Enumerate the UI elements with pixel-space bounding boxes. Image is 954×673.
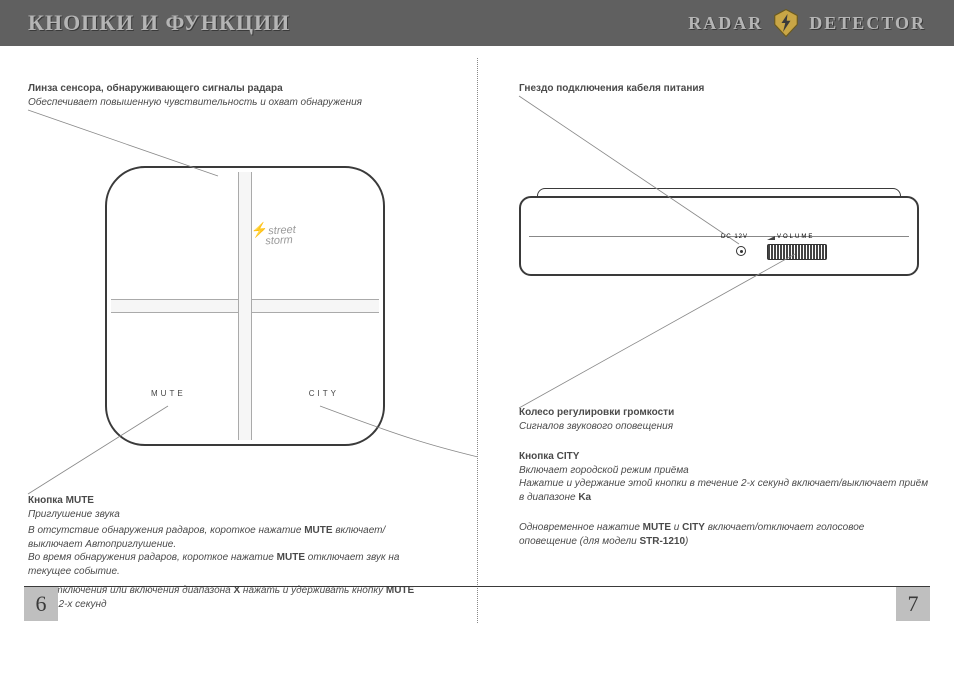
combo-note: Одновременное нажатие MUTE и CITY включа… [519,521,919,548]
mute-callout: Кнопка MUTE Приглушение звука В отсутств… [28,494,428,611]
volume-triangle-icon [767,236,775,240]
city-button-label: CITY [309,389,339,398]
mute-button-label: MUTE [151,389,186,398]
mute-sub: Приглушение звука [28,508,428,522]
dc-label: DC 12V [721,234,748,240]
dc-port-icon [736,246,746,256]
device-cross-v [238,172,252,440]
city-desc1: Включает городской режим приёма [519,464,929,478]
sensor-callout: Линза сенсора, обнаруживающего сигналы р… [28,82,408,109]
power-callout: Гнездо подключения кабеля питания [519,82,899,96]
sensor-desc: Обеспечивает повышенную чувствительность… [28,96,408,110]
mute-p2: Во время обнаружения радаров, короткое н… [28,551,428,578]
volume-wheel-icon [767,244,827,260]
header-bar: КНОПКИ И ФУНКЦИИ RADAR DETECTOR [0,0,954,46]
page-number-left: 6 [24,587,58,621]
volume-title: Колесо регулировки громкости [519,406,919,420]
volume-label: VOLUME [777,234,814,240]
mute-p1: В отсутствие обнаружения радаров, коротк… [28,524,428,551]
brand-word-right: DETECTOR [809,13,926,34]
brand-word-left: RADAR [688,13,763,34]
lightning-shield-icon [771,8,801,38]
device-side-line [529,236,909,237]
content: Линза сенсора, обнаруживающего сигналы р… [0,46,954,631]
page-title: КНОПКИ И ФУНКЦИИ [28,10,290,36]
mute-title: Кнопка MUTE [28,494,428,508]
city-desc2: Нажатие и удержание этой кнопки в течени… [519,477,929,504]
device-side-body: DC 12V VOLUME [519,196,919,276]
volume-desc: Сигналов звукового оповещения [519,420,919,434]
right-page: Гнездо подключения кабеля питания DC 12V… [477,46,954,631]
brand: RADAR DETECTOR [688,8,926,38]
mute-p3: Для отключения или включения диапазона X… [28,584,428,611]
city-title: Кнопка CITY [519,450,929,464]
page-number-right: 7 [896,587,930,621]
sensor-title: Линза сенсора, обнаруживающего сигналы р… [28,82,408,96]
device-top-view: ⚡street storm MUTE CITY [105,166,385,446]
device-top-body: ⚡street storm MUTE CITY [105,166,385,446]
volume-callout: Колесо регулировки громкости Сигналов зв… [519,406,919,433]
city-callout: Кнопка CITY Включает городской режим при… [519,450,929,504]
device-logo: ⚡street storm [250,222,296,248]
footer-rule [24,586,930,587]
left-page: Линза сенсора, обнаруживающего сигналы р… [0,46,477,631]
power-title: Гнездо подключения кабеля питания [519,82,899,96]
device-side-view: DC 12V VOLUME [519,196,919,276]
